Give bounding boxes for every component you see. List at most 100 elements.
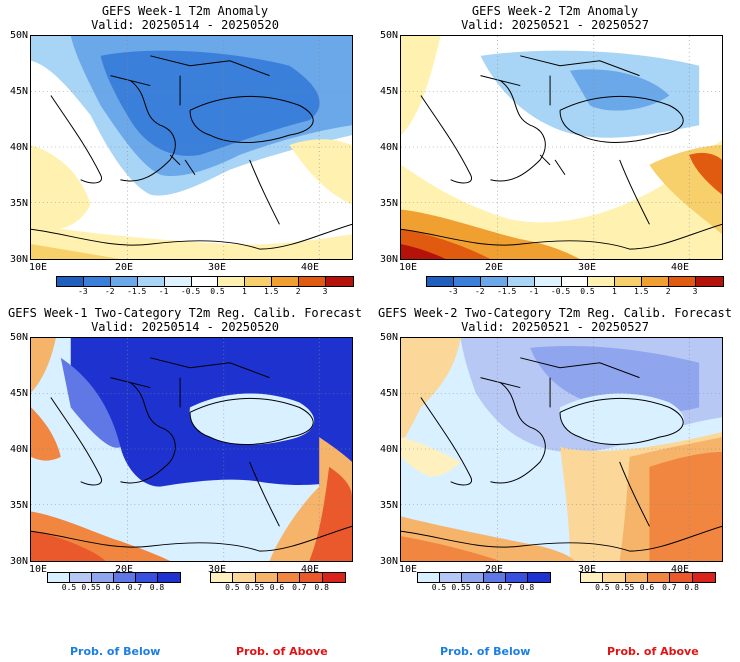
legend-below-right: Prob. of Below	[440, 645, 531, 658]
lat-label-40n: 40N	[9, 142, 28, 153]
legend-above-left: Prob. of Above	[236, 645, 328, 658]
lon-label-10e: 10E	[28, 564, 48, 575]
anomaly-swatch-1	[453, 277, 481, 286]
anomaly-colorbar	[426, 276, 724, 287]
lon-label-20e: 20E	[484, 262, 504, 273]
above-label: 0.55	[245, 583, 265, 592]
below-swatch-3	[114, 573, 136, 582]
lat-label-30n: 30N	[9, 556, 28, 567]
lat-label-45n: 45N	[379, 388, 398, 399]
anomaly-swatch-5	[561, 277, 589, 286]
anomaly-swatch-6	[218, 277, 246, 286]
legend-above-right: Prob. of Above	[607, 645, 699, 658]
above-label: 0.8	[314, 583, 329, 592]
lon-label-10e: 10E	[398, 564, 418, 575]
below-label: 0.8	[149, 583, 165, 592]
map-week1-probability	[30, 337, 353, 562]
anomaly-label: -3	[448, 287, 458, 296]
above-label: 0.5	[225, 583, 240, 592]
lat-label-50n: 50N	[9, 30, 28, 41]
anomaly-swatch-9	[669, 277, 697, 286]
above-label: 0.6	[269, 583, 285, 592]
above-swatch-4	[300, 573, 323, 582]
map-week1-anomaly	[30, 35, 353, 260]
above-label: 0.8	[684, 583, 699, 592]
anomaly-swatch-4	[164, 277, 192, 286]
anomaly-label: 1.5	[264, 287, 279, 296]
below-label: 0.6	[105, 583, 121, 592]
lon-label-40e: 40E	[300, 564, 320, 575]
anomaly-swatch-0	[427, 277, 454, 286]
anomaly-label: -1	[158, 287, 169, 296]
above-label: 0.7	[662, 583, 677, 592]
panel-subtitle: Valid: 20250521 - 20250527	[461, 18, 649, 32]
above-swatch-5	[322, 573, 345, 582]
anomaly-label: 3	[692, 287, 698, 296]
above-colorbar	[210, 572, 346, 583]
anomaly-swatch-3	[507, 277, 535, 286]
lon-label-40e: 40E	[300, 262, 320, 273]
anomaly-label: -3	[78, 287, 88, 296]
below-swatch-2	[92, 573, 114, 582]
anomaly-label: 1	[611, 287, 617, 296]
below-label: 0.55	[451, 583, 471, 592]
below-label: 0.7	[497, 583, 513, 592]
anomaly-label: -1	[528, 287, 539, 296]
below-swatch-4	[506, 573, 528, 582]
lat-label-50n: 50N	[9, 332, 28, 343]
lat-label-50n: 50N	[379, 332, 398, 343]
above-swatch-3	[277, 573, 301, 582]
above-label: 0.5	[595, 583, 610, 592]
above-swatch-2	[255, 573, 278, 582]
lat-label-35n: 35N	[379, 198, 398, 209]
anomaly-swatch-6	[588, 277, 616, 286]
above-colorbar	[580, 572, 716, 583]
anomaly-label: 3	[322, 287, 328, 296]
below-swatch-0	[48, 573, 70, 582]
above-swatch-3	[647, 573, 671, 582]
anomaly-swatch-7	[245, 277, 273, 286]
below-label: 0.5	[431, 583, 447, 592]
anomaly-label: -2	[104, 287, 115, 296]
lon-label-10e: 10E	[28, 262, 48, 273]
lat-label-45n: 45N	[379, 86, 398, 97]
lon-label-30e: 30E	[577, 262, 597, 273]
above-swatch-1	[233, 573, 256, 582]
anomaly-swatch-9	[299, 277, 327, 286]
below-swatch-0	[418, 573, 440, 582]
below-colorbar	[47, 572, 181, 583]
map-week2-anomaly	[400, 35, 723, 260]
anomaly-label: -1.5	[127, 287, 147, 296]
lat-label-35n: 35N	[379, 500, 398, 511]
lat-label-45n: 45N	[9, 86, 28, 97]
panel-title: GEFS Week-1 Two-Category T2m Reg. Calib.…	[7, 306, 362, 320]
below-swatch-3	[484, 573, 506, 582]
lon-label-40e: 40E	[670, 564, 690, 575]
below-label: 0.55	[81, 583, 101, 592]
anomaly-swatch-4	[534, 277, 562, 286]
anomaly-label: -0.5	[180, 287, 201, 296]
panel-week1-probability: GEFS Week-1 Two-Category T2m Reg. Calib.…	[0, 302, 370, 602]
below-swatch-5	[158, 573, 180, 582]
panel-title: GEFS Week-1 T2m Anomaly	[101, 4, 269, 18]
lat-label-35n: 35N	[9, 198, 28, 209]
anomaly-label: 2	[295, 287, 301, 296]
panel-week1-anomaly: GEFS Week-1 T2m Anomaly Valid: 20250514 …	[0, 0, 370, 300]
above-swatch-4	[670, 573, 693, 582]
anomaly-label: 1	[241, 287, 247, 296]
anomaly-label: 1.5	[634, 287, 649, 296]
anomaly-swatch-5	[191, 277, 219, 286]
below-swatch-4	[136, 573, 158, 582]
panel-subtitle: Valid: 20250521 - 20250527	[461, 320, 649, 334]
anomaly-label: 2	[665, 287, 671, 296]
below-swatch-5	[528, 573, 550, 582]
panel-subtitle: Valid: 20250514 - 20250520	[91, 320, 279, 334]
panel-title: GEFS Week-2 Two-Category T2m Reg. Calib.…	[377, 306, 732, 320]
above-label: 0.7	[292, 583, 307, 592]
lon-label-20e: 20E	[484, 564, 504, 575]
anomaly-colorbar	[56, 276, 354, 287]
anomaly-label: 0.5	[210, 287, 225, 296]
lat-label-50n: 50N	[379, 30, 398, 41]
lon-label-30e: 30E	[577, 564, 597, 575]
below-label: 0.5	[61, 583, 77, 592]
